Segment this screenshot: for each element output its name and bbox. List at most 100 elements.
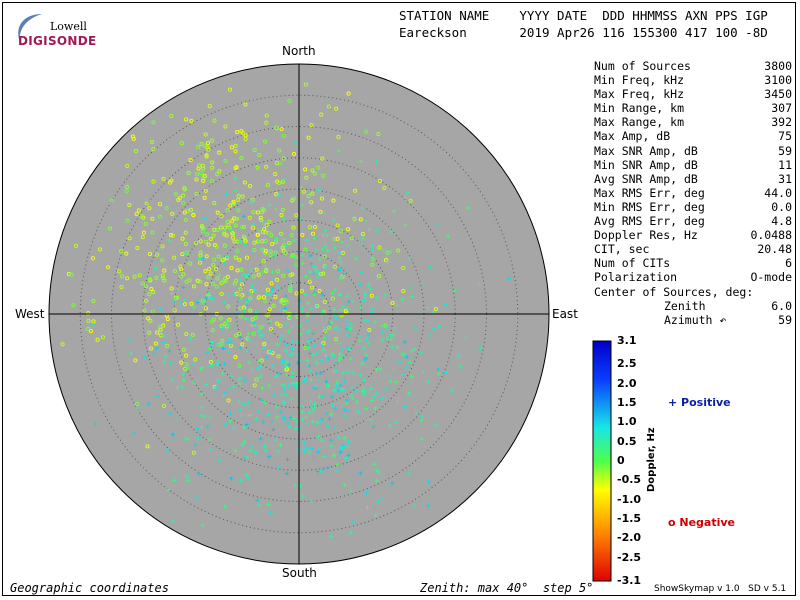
negative-doppler-point	[212, 201, 217, 206]
legend-positive: + Positive	[668, 396, 731, 409]
positive-doppler-point	[227, 387, 232, 391]
positive-doppler-point	[301, 427, 306, 432]
positive-doppler-point	[184, 474, 189, 479]
positive-doppler-point	[443, 370, 448, 375]
colorbar-label: Doppler, Hz	[646, 427, 657, 492]
negative-doppler-point	[205, 232, 210, 237]
positive-doppler-point	[432, 326, 436, 331]
negative-doppler-point	[280, 245, 285, 251]
positive-doppler-point	[154, 346, 159, 351]
positive-doppler-point	[311, 455, 316, 460]
positive-doppler-point	[237, 297, 242, 302]
positive-doppler-point	[363, 318, 367, 323]
positive-doppler-point	[321, 348, 326, 353]
negative-doppler-point	[212, 257, 217, 262]
negative-doppler-point	[378, 178, 383, 183]
negative-doppler-point	[240, 224, 245, 230]
positive-doppler-point	[275, 415, 280, 419]
positive-doppler-point	[369, 398, 374, 403]
positive-doppler-point	[210, 362, 215, 367]
positive-doppler-point	[345, 409, 350, 414]
positive-doppler-point	[175, 385, 180, 390]
positive-doppler-point	[358, 471, 363, 476]
positive-doppler-point	[246, 475, 251, 480]
negative-doppler-point	[433, 306, 438, 312]
negative-doppler-point	[309, 200, 314, 205]
positive-doppler-point	[361, 385, 366, 390]
negative-doppler-point	[319, 112, 324, 117]
positive-doppler-point	[261, 420, 266, 425]
positive-doppler-point	[222, 362, 227, 366]
positive-doppler-point	[193, 443, 198, 448]
negative-doppler-point	[182, 210, 187, 215]
positive-doppler-point	[305, 318, 310, 323]
positive-doppler-point	[426, 503, 431, 508]
positive-doppler-point	[243, 316, 248, 321]
colorbar-tick-label: -3.1	[617, 574, 642, 587]
positive-doppler-point	[329, 412, 334, 417]
positive-doppler-point	[388, 332, 393, 337]
positive-doppler-point	[283, 392, 288, 397]
positive-doppler-point	[329, 438, 333, 443]
positive-doppler-point	[405, 190, 410, 195]
negative-doppler-point	[284, 367, 290, 372]
negative-doppler-point	[258, 325, 264, 330]
negative-doppler-point	[183, 217, 188, 222]
negative-doppler-point	[100, 335, 106, 340]
negative-doppler-point	[215, 210, 220, 215]
negative-doppler-point	[304, 175, 309, 180]
positive-doppler-point	[374, 479, 379, 484]
positive-doppler-point	[284, 360, 289, 365]
negative-doppler-point	[214, 244, 219, 249]
positive-doppler-point	[366, 332, 371, 337]
positive-doppler-point	[324, 265, 328, 269]
positive-doppler-point	[375, 277, 380, 282]
negative-doppler-point	[242, 180, 247, 185]
positive-doppler-point	[277, 319, 282, 324]
positive-doppler-point	[507, 276, 512, 281]
negative-doppler-point	[238, 287, 243, 292]
positive-doppler-point	[287, 362, 292, 367]
positive-doppler-point	[163, 354, 168, 359]
positive-doppler-point	[195, 426, 200, 431]
positive-doppler-point	[338, 450, 343, 455]
negative-doppler-point	[230, 219, 235, 224]
positive-doppler-point	[257, 502, 262, 507]
negative-doppler-point	[178, 264, 183, 269]
positive-doppler-point	[315, 361, 320, 366]
positive-doppler-point	[281, 358, 286, 363]
negative-doppler-point	[168, 233, 173, 238]
positive-doppler-point	[309, 306, 314, 311]
positive-doppler-point	[302, 378, 307, 383]
negative-doppler-point	[273, 172, 278, 177]
positive-doppler-point	[339, 307, 344, 312]
positive-doppler-point	[372, 462, 377, 467]
positive-doppler-point	[409, 285, 413, 290]
positive-doppler-point	[288, 315, 293, 320]
positive-doppler-point	[403, 223, 408, 228]
negative-doppler-point	[317, 288, 322, 293]
colorbar-tick-label: 2.0	[617, 376, 637, 390]
positive-doppler-point	[207, 438, 212, 442]
positive-doppler-point	[342, 379, 347, 384]
positive-doppler-point	[450, 388, 455, 393]
positive-doppler-point	[314, 303, 319, 308]
negative-doppler-point	[235, 248, 240, 254]
positive-doppler-point	[333, 425, 337, 430]
negative-doppler-point	[149, 139, 155, 145]
colorbar-tick-label: -2.0	[617, 531, 642, 545]
negative-doppler-point	[283, 250, 288, 255]
positive-doppler-point	[425, 305, 430, 310]
positive-doppler-point	[266, 383, 271, 388]
negative-doppler-point	[196, 145, 201, 150]
negative-doppler-point	[124, 189, 129, 194]
positive-doppler-point	[167, 349, 172, 354]
negative-doppler-point	[227, 225, 232, 230]
positive-doppler-point	[274, 374, 279, 379]
direction-east: East	[552, 307, 578, 321]
positive-doppler-point	[241, 402, 246, 407]
positive-doppler-point	[305, 301, 310, 306]
positive-doppler-point	[413, 411, 418, 416]
negative-doppler-point	[188, 207, 193, 212]
negative-doppler-point	[170, 233, 175, 238]
